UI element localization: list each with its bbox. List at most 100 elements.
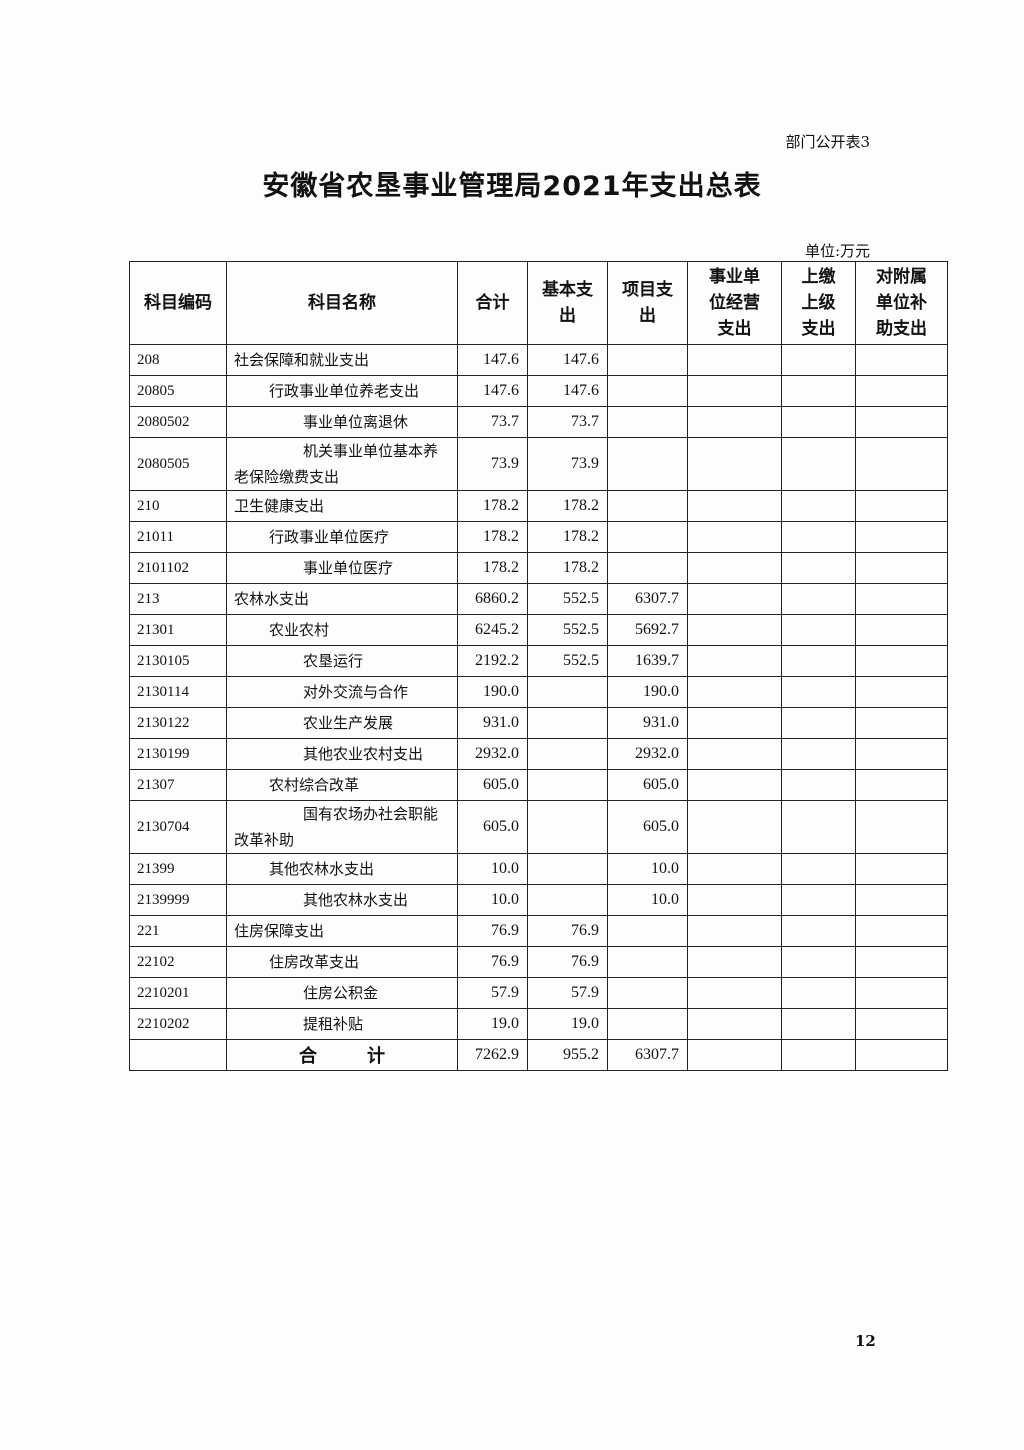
subject-name: 行政事业单位医疗 xyxy=(226,521,458,553)
subject-code: 21011 xyxy=(129,521,227,553)
table-row: 2080502 事业单位离退休 73.7 73.7 xyxy=(129,406,948,438)
basic-value xyxy=(527,676,608,708)
subject-code: 2080505 xyxy=(129,437,227,491)
empty-cell xyxy=(855,707,948,739)
project-value: 190.0 xyxy=(607,676,688,708)
total-value: 76.9 xyxy=(457,946,528,978)
column-header: 科目编码 xyxy=(129,261,227,345)
empty-cell xyxy=(781,583,856,615)
empty-cell xyxy=(855,738,948,770)
empty-cell xyxy=(687,769,782,801)
subject-code: 22102 xyxy=(129,946,227,978)
empty-cell xyxy=(781,853,856,885)
project-value xyxy=(607,490,688,522)
column-header: 基本支出 xyxy=(527,261,608,345)
empty-cell xyxy=(687,583,782,615)
table-row: 2101102 事业单位医疗 178.2 178.2 xyxy=(129,552,948,584)
empty-cell xyxy=(781,1008,856,1040)
header-text: 基本支出 xyxy=(541,280,593,326)
basic-value: 147.6 xyxy=(527,375,608,407)
empty-cell xyxy=(687,645,782,677)
subject-name: 其他农业农村支出 xyxy=(226,738,458,770)
table-row: 21301 农业农村 6245.2 552.5 5692.7 xyxy=(129,614,948,646)
empty-cell xyxy=(687,406,782,438)
project-value: 605.0 xyxy=(607,769,688,801)
project-value: 6307.7 xyxy=(607,583,688,615)
basic-value: 19.0 xyxy=(527,1008,608,1040)
project-value xyxy=(607,344,688,376)
subject-name: 农村综合改革 xyxy=(226,769,458,801)
column-header: 事业单位经营支出 xyxy=(687,261,782,345)
empty-cell xyxy=(781,614,856,646)
basic-value: 73.9 xyxy=(527,437,608,491)
empty-cell xyxy=(781,375,856,407)
empty-cell xyxy=(687,884,782,916)
unit-label: 单位:万元 xyxy=(804,242,870,260)
empty-cell xyxy=(781,707,856,739)
empty-cell xyxy=(781,1039,856,1071)
empty-cell xyxy=(129,1039,227,1071)
page-number: 12 xyxy=(855,1332,876,1350)
empty-cell xyxy=(855,915,948,947)
empty-cell xyxy=(687,800,782,854)
project-value: 605.0 xyxy=(607,800,688,854)
empty-cell xyxy=(855,521,948,553)
project-value xyxy=(607,375,688,407)
empty-cell xyxy=(855,406,948,438)
empty-cell xyxy=(855,344,948,376)
basic-value: 552.5 xyxy=(527,583,608,615)
total-value: 147.6 xyxy=(457,375,528,407)
empty-cell xyxy=(687,853,782,885)
table-row: 208 社会保障和就业支出 147.6 147.6 xyxy=(129,344,948,376)
empty-cell xyxy=(687,707,782,739)
table-row: 2080505 机关事业单位基本养老保险缴费支出 73.9 73.9 xyxy=(129,437,948,491)
empty-cell xyxy=(781,915,856,947)
subject-name: 事业单位医疗 xyxy=(226,552,458,584)
basic-value xyxy=(527,769,608,801)
header-text: 项目支出 xyxy=(621,280,673,326)
project-value xyxy=(607,1008,688,1040)
subject-name: 事业单位离退休 xyxy=(226,406,458,438)
empty-cell xyxy=(687,521,782,553)
empty-cell xyxy=(855,853,948,885)
subject-name: 农业农村 xyxy=(226,614,458,646)
subject-name: 行政事业单位养老支出 xyxy=(226,375,458,407)
empty-cell xyxy=(687,946,782,978)
empty-cell xyxy=(781,977,856,1009)
header-text: 上缴上级支出 xyxy=(801,267,836,339)
empty-cell xyxy=(781,946,856,978)
subject-name: 住房改革支出 xyxy=(226,946,458,978)
empty-cell xyxy=(687,614,782,646)
empty-cell xyxy=(687,676,782,708)
table-row: 210 卫生健康支出 178.2 178.2 xyxy=(129,490,948,522)
total-value: 10.0 xyxy=(457,884,528,916)
total-value: 190.0 xyxy=(457,676,528,708)
total-value: 178.2 xyxy=(457,490,528,522)
total-value: 2932.0 xyxy=(457,738,528,770)
project-value: 1639.7 xyxy=(607,645,688,677)
empty-cell xyxy=(855,1008,948,1040)
basic-value: 76.9 xyxy=(527,915,608,947)
basic-value: 76.9 xyxy=(527,946,608,978)
total-row: 合计 7262.9 955.2 6307.7 xyxy=(129,1039,948,1071)
basic-value: 73.7 xyxy=(527,406,608,438)
subject-code: 21307 xyxy=(129,769,227,801)
subject-code: 2139999 xyxy=(129,884,227,916)
total-value: 6860.2 xyxy=(457,583,528,615)
subject-code: 2101102 xyxy=(129,552,227,584)
table-row: 21399 其他农林水支出 10.0 10.0 xyxy=(129,853,948,885)
expenditure-table: 科目编码 科目名称 合计 基本支出 项目支出 事业单位经营支出 上缴上级支出 对附属单位补助支… xyxy=(129,261,948,1071)
table-row: 221 住房保障支出 76.9 76.9 xyxy=(129,915,948,947)
subject-name: 卫生健康支出 xyxy=(226,490,458,522)
table-row: 2130114 对外交流与合作 190.0 190.0 xyxy=(129,676,948,708)
page-title: 安徽省农垦事业管理局2021年支出总表 xyxy=(262,171,762,202)
total-value: 73.9 xyxy=(457,437,528,491)
project-value xyxy=(607,552,688,584)
table-row: 2130122 农业生产发展 931.0 931.0 xyxy=(129,707,948,739)
empty-cell xyxy=(855,800,948,854)
project-value: 6307.7 xyxy=(607,1039,688,1071)
basic-value xyxy=(527,707,608,739)
empty-cell xyxy=(855,437,948,491)
total-value: 6245.2 xyxy=(457,614,528,646)
subject-code: 221 xyxy=(129,915,227,947)
